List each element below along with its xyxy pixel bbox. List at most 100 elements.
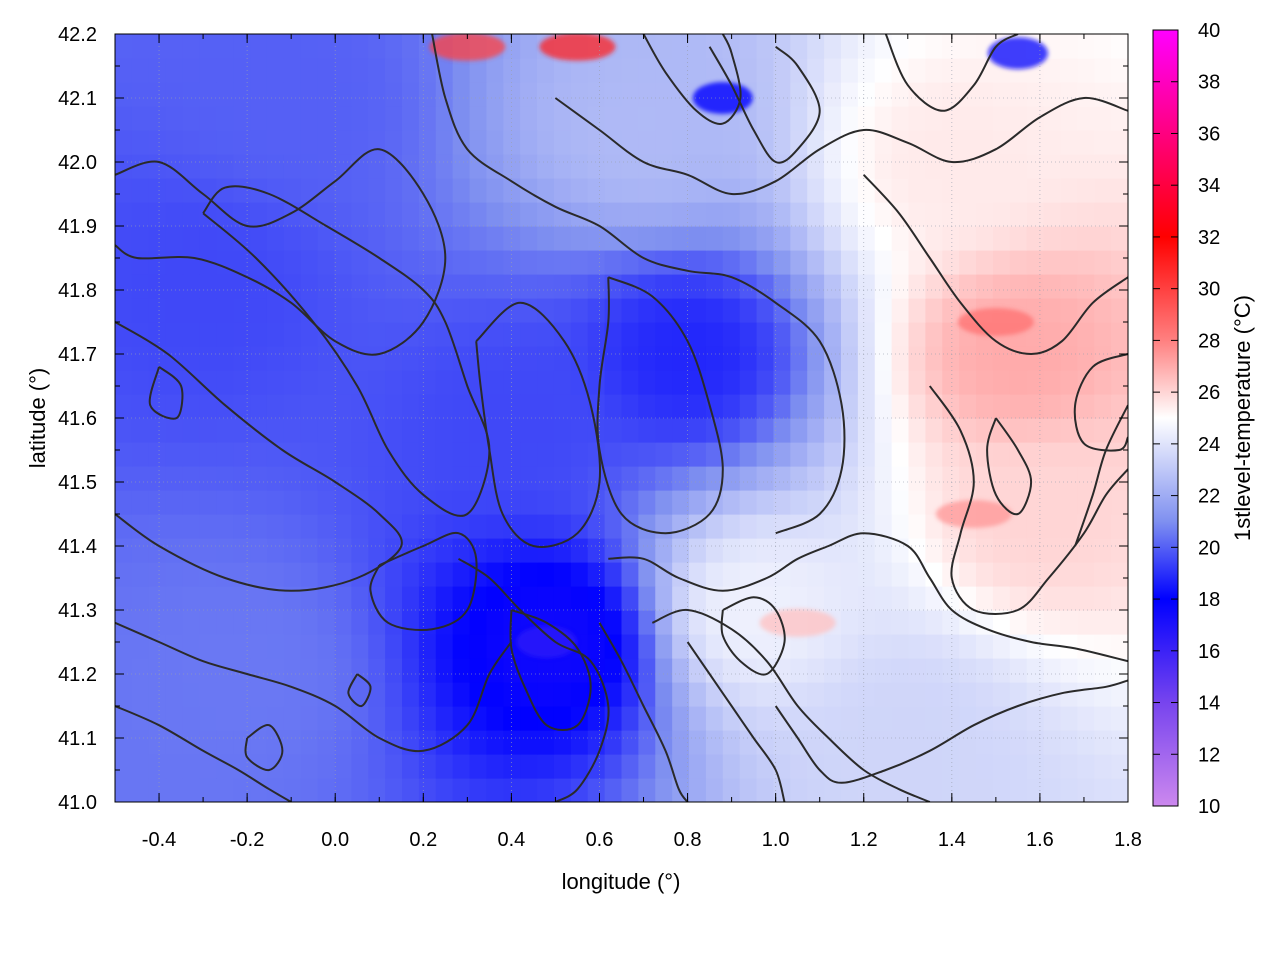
heatmap-cell — [452, 490, 471, 515]
heatmap-cell — [824, 682, 842, 707]
contour-line — [928, 385, 1128, 615]
x-tick-label: 1.8 — [1114, 829, 1142, 851]
heatmap-cell — [891, 442, 910, 467]
heatmap-cell — [621, 538, 639, 563]
heatmap-cell — [266, 586, 285, 611]
heatmap-cell — [773, 226, 791, 251]
heatmap-cell — [1009, 610, 1028, 635]
heatmap-cell — [807, 658, 825, 683]
heatmap-cell — [908, 346, 926, 371]
heatmap-cell — [148, 298, 167, 323]
heatmap-cell — [739, 322, 758, 347]
heatmap-cell — [520, 490, 538, 515]
heatmap-cell — [604, 562, 623, 587]
heatmap-cell — [115, 418, 133, 443]
heatmap-cell — [233, 562, 251, 587]
heatmap-cell — [722, 586, 741, 611]
heatmap-cell — [790, 34, 808, 59]
heatmap-cell — [469, 298, 488, 323]
heatmap-cell — [959, 562, 977, 587]
heatmap-cell — [1094, 610, 1112, 635]
contour-line — [642, 34, 742, 125]
heatmap-cell — [1060, 130, 1078, 155]
heatmap-cell — [655, 226, 673, 251]
heatmap-cell — [570, 682, 589, 707]
heatmap-cell — [638, 322, 656, 347]
heatmap-cell — [992, 778, 1011, 802]
heatmap-cell — [925, 346, 943, 371]
heatmap-cell — [1060, 82, 1078, 107]
heatmap-cell — [233, 226, 251, 251]
heatmap-cell — [452, 226, 471, 251]
heatmap-cell — [351, 298, 369, 323]
heatmap-cell — [992, 250, 1011, 275]
y-tick-label: 41.5 — [58, 472, 97, 494]
heatmap-cell — [1009, 754, 1028, 779]
heatmap-cell — [486, 106, 504, 131]
heatmap-cell — [469, 106, 488, 131]
heatmap-cell — [334, 610, 352, 635]
heatmap-cell — [469, 130, 488, 155]
heatmap-cell — [1043, 682, 1062, 707]
heatmap-cell — [452, 58, 471, 83]
heatmap-cell — [452, 778, 471, 802]
heatmap-cell — [722, 706, 741, 731]
heatmap-cell — [1009, 178, 1028, 203]
heatmap-cell — [368, 370, 386, 395]
heatmap-cell — [165, 706, 184, 731]
heatmap-cell — [1060, 442, 1078, 467]
heatmap-cell — [402, 178, 420, 203]
heatmap-cell — [452, 178, 471, 203]
heatmap-cell — [402, 442, 420, 467]
heatmap-cell — [182, 34, 201, 59]
heatmap-cell — [1026, 250, 1045, 275]
colorbar-tick-label: 16 — [1198, 641, 1220, 663]
heatmap-cell — [216, 82, 234, 107]
heatmap-cell — [689, 394, 707, 419]
hot-spot — [539, 34, 616, 61]
heatmap-cell — [266, 106, 285, 131]
heatmap-cell — [435, 634, 454, 659]
heatmap-cell — [537, 106, 555, 131]
heatmap-cell — [503, 34, 521, 59]
heatmap-cell — [840, 34, 859, 59]
heatmap-cell — [385, 562, 403, 587]
heatmap-cell — [182, 730, 201, 755]
heatmap-cell — [874, 58, 893, 83]
heatmap-cell — [1009, 658, 1028, 683]
heatmap-cell — [840, 514, 859, 539]
heatmap-cell — [587, 82, 606, 107]
heatmap-cell — [469, 490, 488, 515]
heatmap-cell — [722, 442, 741, 467]
heatmap-cell — [790, 106, 808, 131]
heatmap-cell — [233, 322, 251, 347]
heatmap-cell — [672, 394, 690, 419]
heatmap-cell — [891, 418, 910, 443]
heatmap-cell — [621, 346, 639, 371]
heatmap-cell — [115, 538, 133, 563]
heatmap-cell — [705, 154, 724, 179]
heatmap-cell — [553, 442, 572, 467]
heatmap-cell — [739, 562, 758, 587]
heatmap-cell — [587, 274, 606, 299]
heatmap-cell — [925, 130, 943, 155]
heatmap-cell — [351, 202, 369, 227]
heatmap-cell — [520, 346, 538, 371]
heatmap-cell — [486, 130, 504, 155]
heatmap-cell — [317, 730, 336, 755]
heatmap-cell — [368, 514, 386, 539]
heatmap-cell — [1094, 34, 1112, 59]
heatmap-cell — [266, 370, 285, 395]
heatmap-cell — [672, 34, 690, 59]
heatmap-cell — [148, 82, 167, 107]
heatmap-cell — [655, 418, 673, 443]
heatmap-cell — [368, 202, 386, 227]
heatmap-cell — [570, 538, 589, 563]
heatmap-cell — [1026, 130, 1045, 155]
heatmap-cell — [368, 634, 386, 659]
heatmap-cell — [199, 682, 217, 707]
heatmap-cell — [250, 130, 268, 155]
heatmap-cell — [857, 178, 876, 203]
heatmap-cell — [925, 466, 943, 491]
heatmap-cell — [807, 634, 825, 659]
